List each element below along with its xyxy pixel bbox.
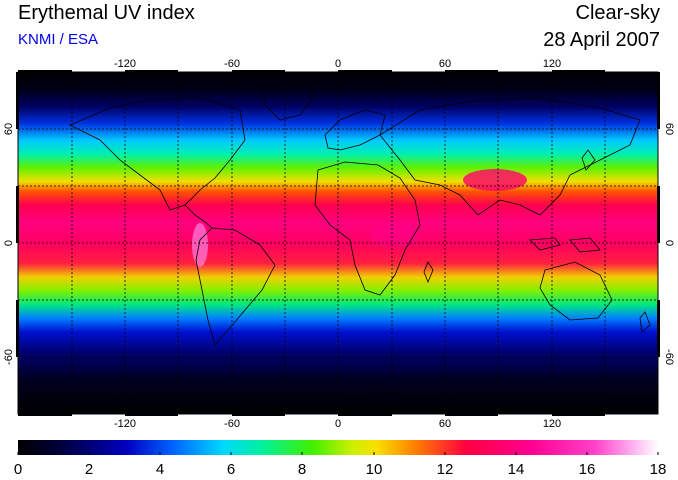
lat-ticks-left: 60 0 -60 [3, 123, 15, 365]
lat-tick-left: -60 [3, 349, 15, 365]
colorbar-label: 16 [579, 461, 596, 478]
lon-tick-top: -120 [114, 58, 136, 70]
lon-tick-top: 60 [439, 58, 451, 70]
lon-ticks-bottom: -120 -60 0 60 120 [114, 418, 561, 430]
lon-ticks-top: -120 -60 0 60 120 [114, 58, 561, 70]
lat-tick-right: 0 [663, 240, 675, 246]
date-label: 28 April 2007 [543, 29, 660, 51]
colorbar-label: 0 [14, 461, 22, 478]
colorbar-label: 8 [298, 461, 306, 478]
colorbar-label: 2 [85, 461, 93, 478]
uv-hotspot-africa [370, 223, 420, 247]
lat-tick-left: 60 [3, 123, 15, 135]
organization-label: KNMI / ESA [18, 31, 99, 48]
colorbar [18, 440, 658, 455]
graticule [18, 72, 658, 414]
lon-tick-bottom: 60 [439, 418, 451, 430]
lon-tick-bottom: -60 [224, 418, 240, 430]
lon-tick-top: 0 [335, 58, 341, 70]
colorbar-ticks [17, 452, 659, 455]
lat-tick-right: -60 [663, 349, 675, 365]
colorbar-labels: 0 2 4 6 8 10 12 14 16 18 [14, 461, 667, 478]
uv-hotspot-tibet [463, 169, 527, 191]
colorbar-label: 4 [156, 461, 164, 478]
lat-ticks-right: 60 0 -60 [663, 123, 675, 365]
colorbar-label: 18 [650, 461, 667, 478]
condition-label: Clear-sky [575, 2, 660, 24]
lat-tick-right: 60 [663, 123, 675, 135]
lon-tick-bottom: 120 [543, 418, 561, 430]
uv-hotspot-andes [192, 223, 208, 267]
colorbar-label: 6 [227, 461, 235, 478]
lon-tick-top: -60 [224, 58, 240, 70]
title: Erythemal UV index [18, 2, 195, 24]
colorbar-label: 14 [508, 461, 525, 478]
lon-tick-top: 120 [543, 58, 561, 70]
colorbar-label: 10 [366, 461, 383, 478]
coastlines [18, 81, 658, 403]
lon-tick-bottom: -120 [114, 418, 136, 430]
lat-tick-left: 0 [3, 240, 15, 246]
lon-tick-bottom: 0 [335, 418, 341, 430]
colorbar-label: 12 [437, 461, 454, 478]
